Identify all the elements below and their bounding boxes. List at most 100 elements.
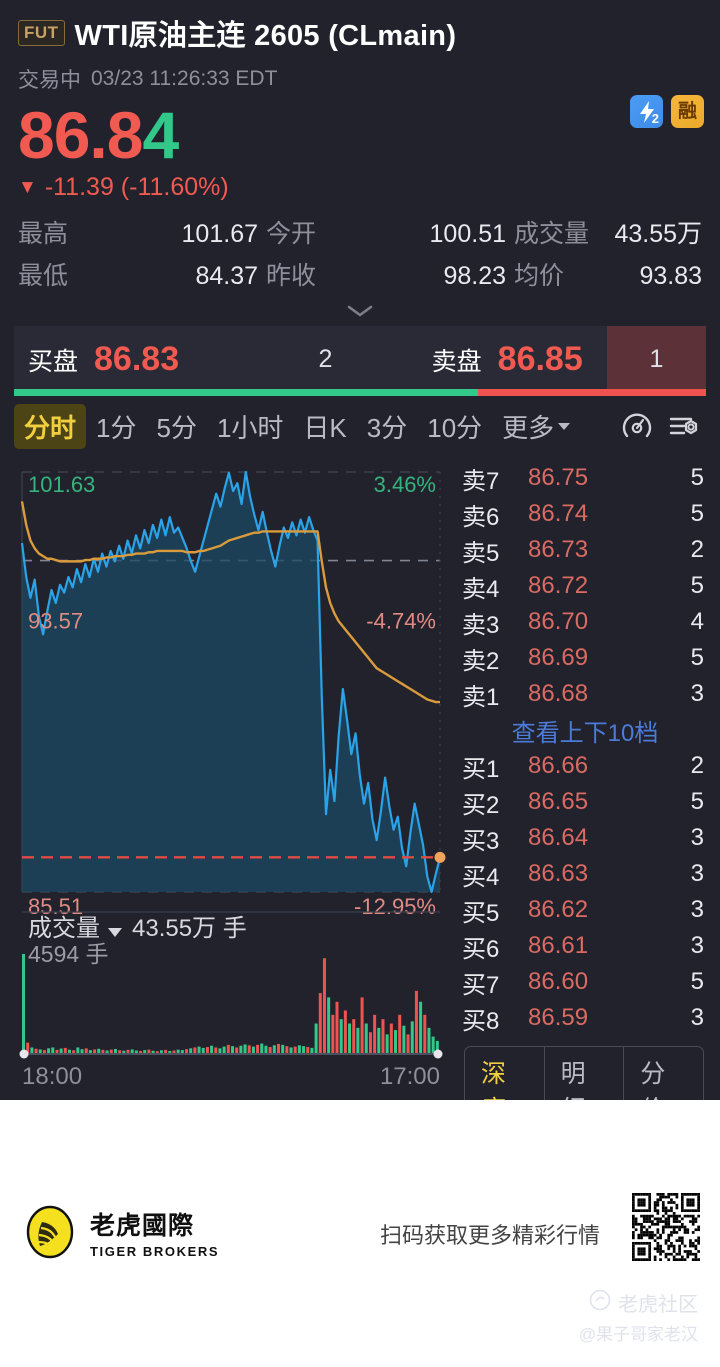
orderbook-row[interactable]: 卖6 86.74 5 bbox=[450, 496, 720, 532]
orderbook-row[interactable]: 卖7 86.75 5 bbox=[450, 460, 720, 496]
trade-timestamp: 03/23 11:26:33 EDT bbox=[91, 67, 278, 90]
bid-level-label: 买3 bbox=[462, 827, 500, 855]
svg-text:4594 手: 4594 手 bbox=[28, 941, 109, 967]
quote-panel: FUT WTI原油主连 2605 (CLmain) 交易中 03/23 11:2… bbox=[0, 0, 720, 1135]
last-price-main: 86.8 bbox=[18, 98, 143, 172]
ask-qty: 4 bbox=[690, 608, 704, 636]
chevron-down-icon bbox=[558, 422, 571, 430]
bid-price: 86.66 bbox=[528, 752, 589, 780]
brand-logo-group: 老虎國際 TIGER BROKERS bbox=[22, 1204, 219, 1260]
tab-10min[interactable]: 10分 bbox=[427, 412, 483, 443]
bid-level-label: 买5 bbox=[462, 899, 500, 927]
tab-more[interactable]: 更多 bbox=[492, 404, 580, 449]
brand-name-en: TIGER BROKERS bbox=[90, 1243, 220, 1259]
orderbook-row[interactable]: 买8 86.59 3 bbox=[450, 1000, 720, 1036]
orderbook-row[interactable]: 卖4 86.72 5 bbox=[450, 568, 720, 604]
ask-price: 86.74 bbox=[528, 500, 589, 528]
svg-text:-4.74%: -4.74% bbox=[366, 609, 436, 634]
tab-3min[interactable]: 3分 bbox=[366, 412, 408, 443]
bid-qty: 3 bbox=[690, 824, 704, 852]
ask-price: 86.75 bbox=[528, 464, 589, 492]
ask-qty-cell: 1 bbox=[606, 326, 706, 394]
expand-depth-row[interactable]: 查看上下10档 bbox=[450, 712, 720, 748]
chart-canvas: 101.63 3.46% 93.57 -4.74% 85.51 -12.95% 成交量 43.… bbox=[0, 454, 450, 1095]
orderbook-row[interactable]: 卖3 86.70 4 bbox=[450, 604, 720, 640]
bid-qty: 5 bbox=[690, 788, 704, 816]
ask-price: 86.69 bbox=[528, 644, 589, 672]
orderbook-row[interactable]: 卖5 86.73 2 bbox=[450, 532, 720, 568]
svg-text:101.63: 101.63 bbox=[28, 472, 95, 497]
scan-prompt-text: 扫码获取更多精彩行情 bbox=[379, 1223, 600, 1248]
bid-ratio-segment bbox=[14, 389, 478, 397]
tab-5min[interactable]: 5分 bbox=[156, 412, 197, 443]
svg-text:85.51: 85.51 bbox=[28, 894, 83, 919]
stat-open-label: 今开 bbox=[266, 220, 317, 249]
orderbook-row[interactable]: 买1 86.66 2 bbox=[450, 748, 720, 784]
last-price: 86.84 bbox=[18, 98, 702, 172]
orderbook-row[interactable]: 买6 86.61 3 bbox=[450, 928, 720, 964]
bid-level-label: 买6 bbox=[462, 935, 500, 963]
bid-price: 86.83 bbox=[94, 340, 180, 379]
price-change-row: ▼ -11.39 (-11.60%) bbox=[18, 173, 702, 202]
orderbook-row[interactable]: 买3 86.64 3 bbox=[450, 820, 720, 856]
ask-level-label: 卖1 bbox=[462, 683, 500, 711]
tab-daily[interactable]: 日K bbox=[303, 412, 347, 443]
brand-text: 老虎國際 TIGER BROKERS bbox=[90, 1206, 219, 1259]
tab-1hour[interactable]: 1小时 bbox=[216, 412, 284, 443]
chart-orderbook-row: 101.63 3.46% 93.57 -4.74% 85.51 -12.95% 成交量 43.… bbox=[0, 454, 720, 1135]
stat-low: 最低 84.37 bbox=[18, 256, 266, 292]
tab-timeline[interactable]: 分时 bbox=[14, 403, 87, 449]
stat-volume-label: 成交量 bbox=[514, 220, 590, 249]
expand-quote-button[interactable] bbox=[0, 298, 720, 324]
orderbook-column: 卖7 86.75 5 卖6 86.74 5 卖5 86.73 2 卖4 86.72 5 卖3 86.70 4… bbox=[450, 454, 720, 1135]
stat-high-value: 101.67 bbox=[181, 220, 258, 249]
ask-level-label: 卖6 bbox=[462, 503, 500, 531]
chevron-down-icon bbox=[345, 303, 375, 319]
bid-qty: 2 bbox=[690, 752, 704, 780]
orderbook-row[interactable]: 买7 86.60 5 bbox=[450, 964, 720, 1000]
orderbook-row[interactable]: 买5 86.62 3 bbox=[450, 892, 720, 928]
bid-qty: 3 bbox=[690, 932, 704, 960]
chart-settings-icon[interactable] bbox=[660, 403, 706, 449]
bid-qty: 3 bbox=[690, 1004, 704, 1032]
margin-badge[interactable]: 融 bbox=[671, 95, 704, 128]
bid-level-label: 买1 bbox=[462, 755, 500, 783]
leverage-badge-label: 2 bbox=[651, 111, 659, 126]
stat-low-label: 最低 bbox=[18, 262, 69, 291]
tab-1min[interactable]: 1分 bbox=[96, 412, 137, 443]
ask-qty: 5 bbox=[690, 500, 704, 528]
bid-section[interactable]: 买盘 86.83 bbox=[14, 326, 319, 393]
svg-text:3.46%: 3.46% bbox=[374, 472, 436, 497]
bid-label: 买盘 bbox=[28, 347, 79, 376]
stat-open: 今开 100.51 bbox=[266, 214, 514, 250]
chart-column: 101.63 3.46% 93.57 -4.74% 85.51 -12.95% 成交量 43.… bbox=[0, 454, 450, 1095]
leverage-badge[interactable]: 2 bbox=[630, 95, 663, 128]
stat-high: 最高 101.67 bbox=[18, 214, 266, 250]
orderbook-row[interactable]: 卖2 86.69 5 bbox=[450, 640, 720, 676]
last-price-tick-digit: 4 bbox=[142, 98, 179, 172]
ask-qty: 3 bbox=[690, 680, 704, 708]
stat-avgprice: 均价 93.83 bbox=[514, 256, 702, 292]
svg-text:18:00: 18:00 bbox=[22, 1063, 82, 1090]
stat-high-label: 最高 bbox=[18, 220, 69, 249]
timeline-chart[interactable]: 101.63 3.46% 93.57 -4.74% 85.51 -12.95% 成交量 43.… bbox=[0, 454, 450, 1095]
bid-level-label: 买8 bbox=[462, 1007, 500, 1035]
bid-qty: 5 bbox=[690, 968, 704, 996]
ask-qty: 1 bbox=[649, 345, 664, 374]
bid-price: 86.64 bbox=[528, 824, 589, 852]
gauge-icon[interactable] bbox=[614, 403, 660, 449]
orderbook-row[interactable]: 卖1 86.68 3 bbox=[450, 676, 720, 712]
qr-code bbox=[632, 1193, 700, 1261]
stat-prevclose: 昨收 98.23 bbox=[266, 256, 514, 292]
svg-text:93.57: 93.57 bbox=[28, 609, 83, 634]
orderbook-row[interactable]: 买2 86.65 5 bbox=[450, 784, 720, 820]
bid-level-label: 买2 bbox=[462, 791, 500, 819]
orderbook-row[interactable]: 买4 86.63 3 bbox=[450, 856, 720, 892]
price-change-text: -11.39 (-11.60%) bbox=[44, 173, 229, 202]
price-block: 86.84 ▼ -11.39 (-11.60%) bbox=[0, 98, 720, 202]
bid-qty: 2 bbox=[318, 345, 333, 374]
ask-section[interactable]: 卖盘 86.85 bbox=[418, 326, 607, 393]
ask-price: 86.73 bbox=[528, 536, 589, 564]
expand-depth-link[interactable]: 查看上下10档 bbox=[511, 719, 659, 747]
watermark-handle: @果子哥家老汉 bbox=[578, 1325, 698, 1344]
